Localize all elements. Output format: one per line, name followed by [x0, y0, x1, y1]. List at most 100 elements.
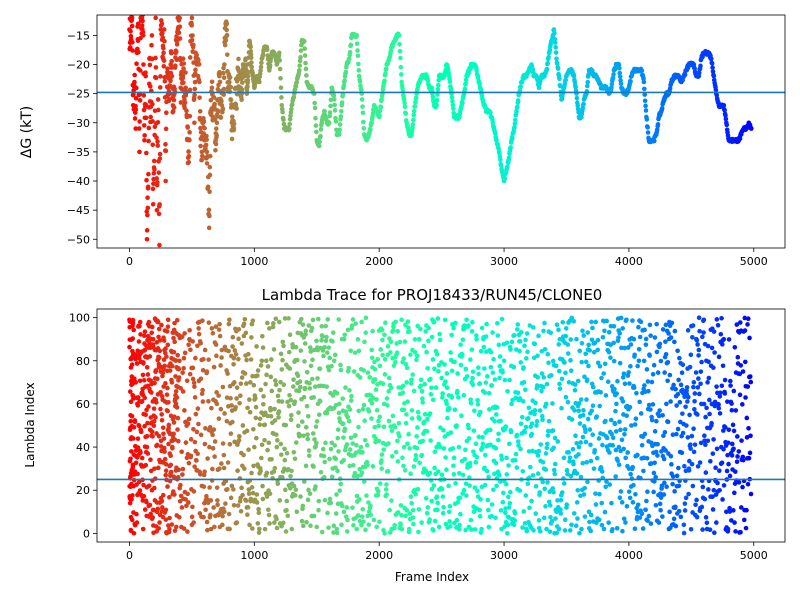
data-point: [157, 151, 163, 157]
data-point: [468, 517, 474, 523]
data-point: [559, 490, 565, 495]
data-point: [574, 471, 580, 476]
data-point: [329, 474, 335, 480]
data-point: [625, 450, 630, 455]
delta-g-plot: 0 1000 2000 3000 4000 5000 −15−20−25−30−35−40…: [19, 14, 786, 268]
data-point: [482, 366, 487, 371]
data-point: [482, 465, 487, 471]
data-point: [681, 530, 687, 536]
data-point: [691, 380, 697, 385]
data-point: [180, 389, 186, 394]
data-point: [132, 72, 137, 78]
data-point: [181, 526, 187, 531]
data-point: [152, 167, 157, 172]
data-point: [686, 394, 691, 400]
data-point: [742, 328, 748, 333]
data-point: [671, 382, 676, 388]
data-point: [228, 431, 234, 436]
data-point: [604, 479, 609, 484]
data-point: [255, 373, 260, 378]
data-point: [515, 439, 521, 444]
data-point: [130, 493, 135, 498]
data-point: [468, 400, 474, 406]
data-point: [383, 71, 388, 77]
data-point: [236, 356, 241, 362]
lambda-plot-frame: [96, 308, 786, 543]
data-point: [507, 377, 512, 383]
data-point: [737, 392, 743, 398]
data-point: [314, 129, 319, 135]
data-point: [130, 39, 135, 45]
data-point: [178, 100, 184, 105]
data-point: [193, 67, 198, 73]
data-point: [458, 362, 464, 368]
data-point: [423, 496, 429, 501]
data-point: [206, 320, 212, 325]
data-point: [158, 364, 164, 370]
data-point: [144, 444, 150, 450]
data-point: [545, 60, 551, 66]
data-point: [219, 98, 224, 104]
data-point: [414, 445, 420, 451]
data-point: [466, 436, 472, 441]
data-point: [287, 332, 293, 338]
data-point: [662, 429, 668, 435]
data-point: [477, 381, 483, 386]
data-point: [603, 484, 608, 490]
data-point: [410, 122, 416, 127]
data-point: [244, 381, 249, 386]
data-point: [396, 420, 402, 426]
data-point: [129, 497, 134, 502]
data-point: [150, 434, 155, 439]
data-point: [722, 107, 727, 113]
data-point: [332, 352, 338, 358]
data-point: [699, 504, 705, 510]
data-point: [377, 414, 382, 420]
data-point: [264, 372, 269, 378]
data-point: [428, 376, 433, 382]
data-point: [306, 453, 312, 459]
data-point: [373, 439, 378, 445]
data-point: [134, 85, 139, 91]
data-point: [209, 85, 215, 91]
data-point: [746, 455, 752, 461]
data-point: [231, 125, 237, 131]
data-point: [368, 512, 374, 518]
data-point: [226, 321, 232, 327]
data-point: [539, 371, 545, 376]
data-point: [458, 511, 463, 517]
data-point: [726, 427, 732, 433]
y-tick-label: 40: [76, 441, 90, 454]
data-point: [554, 530, 560, 536]
data-point: [588, 528, 594, 534]
data-point: [359, 522, 364, 528]
data-point: [665, 378, 670, 384]
lambda-index-series: [127, 315, 754, 536]
data-point: [152, 466, 157, 471]
data-point: [352, 470, 358, 476]
data-point: [653, 502, 659, 508]
data-point: [698, 369, 704, 374]
data-point: [141, 93, 147, 98]
data-point: [618, 81, 624, 86]
data-point: [697, 328, 702, 334]
data-point: [637, 334, 643, 340]
data-point: [236, 56, 241, 62]
data-point: [198, 340, 203, 346]
data-point: [221, 65, 226, 71]
data-point: [157, 355, 162, 360]
data-point: [142, 137, 147, 143]
data-point: [564, 502, 570, 507]
data-point: [200, 367, 206, 373]
data-point: [327, 113, 332, 119]
data-point: [182, 408, 187, 413]
data-point: [399, 526, 405, 532]
data-point: [606, 349, 612, 355]
data-point: [602, 361, 608, 367]
data-point: [157, 348, 163, 354]
data-point: [192, 86, 198, 92]
data-point: [399, 317, 404, 323]
data-point: [402, 104, 408, 109]
data-point: [530, 448, 535, 454]
data-point: [127, 389, 133, 394]
